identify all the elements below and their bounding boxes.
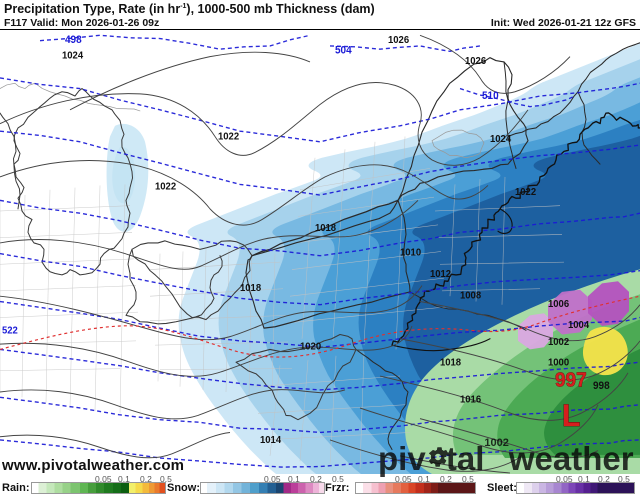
svg-text:1022: 1022: [515, 187, 537, 198]
svg-text:522: 522: [2, 325, 18, 336]
svg-text:1016: 1016: [460, 394, 482, 405]
svg-text:998: 998: [593, 381, 610, 392]
svg-text:1024: 1024: [490, 134, 512, 145]
svg-text:510: 510: [482, 91, 499, 102]
svg-text:1026: 1026: [465, 56, 487, 67]
svg-text:1012: 1012: [430, 269, 452, 280]
svg-text:997: 997: [555, 369, 587, 392]
svg-text:1018: 1018: [315, 223, 337, 234]
svg-text:1008: 1008: [460, 290, 482, 301]
svg-text:498: 498: [65, 35, 82, 46]
svg-text:504: 504: [335, 45, 352, 56]
svg-text:1000: 1000: [548, 357, 570, 368]
svg-text:1014: 1014: [260, 435, 282, 446]
svg-text:1004: 1004: [568, 320, 590, 331]
svg-text:L: L: [562, 397, 580, 433]
svg-text:1026: 1026: [388, 35, 410, 46]
svg-text:1024: 1024: [62, 51, 84, 62]
svg-text:1018: 1018: [440, 357, 462, 368]
svg-text:1020: 1020: [300, 341, 322, 352]
svg-text:1010: 1010: [400, 247, 422, 258]
svg-text:1022: 1022: [218, 131, 240, 142]
svg-text:1018: 1018: [240, 283, 262, 294]
svg-text:1022: 1022: [155, 181, 177, 192]
svg-text:1002: 1002: [548, 337, 570, 348]
svg-text:1006: 1006: [548, 299, 570, 310]
